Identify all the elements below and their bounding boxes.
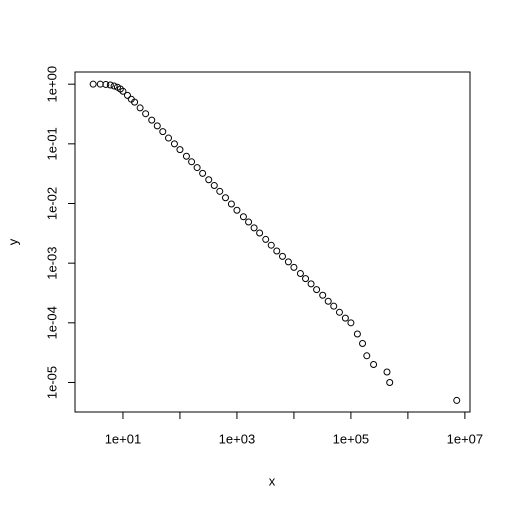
point	[383, 368, 391, 376]
point	[188, 158, 196, 166]
point	[221, 194, 229, 202]
y-tick-label: 1e-03	[44, 247, 59, 280]
point	[341, 314, 349, 322]
point	[250, 224, 258, 232]
point	[199, 169, 207, 177]
y-tick-label: 1e-01	[44, 127, 59, 160]
point	[210, 182, 218, 190]
point	[386, 378, 394, 386]
point	[193, 164, 201, 172]
point	[370, 361, 378, 369]
x-axis-label: x	[269, 473, 276, 488]
y-tick-label: 1e+00	[44, 66, 59, 103]
point	[245, 218, 253, 226]
point	[176, 146, 184, 154]
point	[273, 247, 281, 255]
point	[216, 187, 224, 195]
y-axis-label: y	[5, 238, 20, 245]
y-tick-label: 1e-05	[44, 366, 59, 399]
point	[284, 258, 292, 266]
point	[89, 80, 97, 88]
point	[165, 134, 173, 142]
point	[110, 82, 118, 90]
point	[227, 200, 235, 208]
x-tick-label: 1e+05	[333, 431, 370, 446]
y-tick-label: 1e-04	[44, 306, 59, 339]
point	[353, 330, 361, 338]
point	[142, 110, 150, 118]
point	[136, 104, 144, 112]
point	[347, 319, 355, 327]
point	[233, 206, 241, 214]
x-tick-label: 1e+03	[219, 431, 256, 446]
point	[102, 80, 110, 88]
point	[453, 396, 461, 404]
point	[302, 275, 310, 283]
point	[170, 140, 178, 148]
point	[359, 340, 367, 348]
point	[159, 128, 167, 136]
point	[278, 252, 286, 260]
point	[182, 152, 190, 160]
point	[324, 297, 332, 305]
point	[330, 302, 338, 310]
point	[239, 213, 247, 221]
x-tick-label: 1e+01	[105, 431, 142, 446]
point	[148, 116, 156, 124]
point	[262, 235, 270, 243]
x-tick-label: 1e+07	[447, 431, 484, 446]
point	[256, 229, 264, 237]
point	[313, 286, 321, 294]
point	[307, 280, 315, 288]
point	[119, 87, 127, 95]
point	[205, 176, 213, 184]
y-tick-label: 1e-02	[44, 187, 59, 220]
point	[363, 352, 371, 360]
point	[106, 81, 114, 89]
point	[131, 98, 139, 106]
point	[319, 291, 327, 299]
point	[290, 263, 298, 271]
point	[123, 91, 131, 99]
point	[267, 241, 275, 249]
plot-frame	[74, 71, 471, 413]
point	[335, 308, 343, 316]
point	[296, 270, 304, 278]
point	[153, 122, 161, 130]
